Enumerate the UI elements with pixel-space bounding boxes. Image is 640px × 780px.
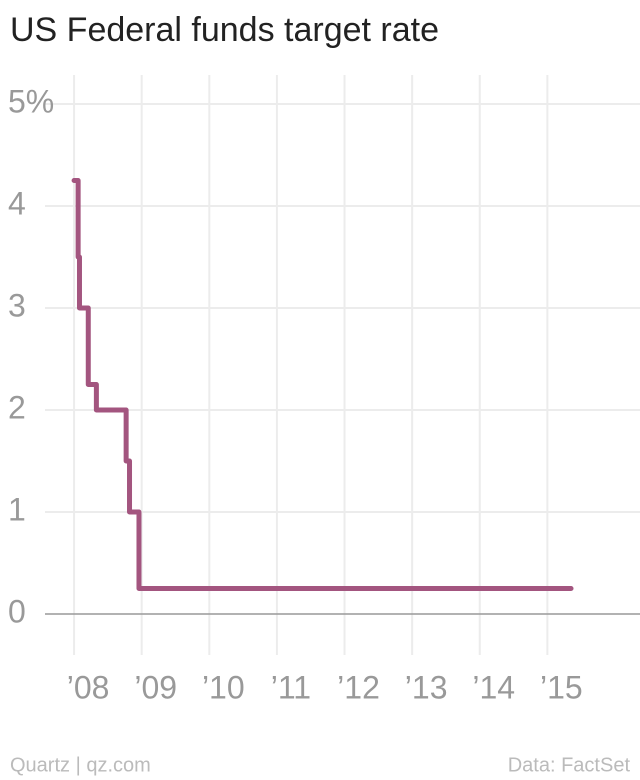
source-left: Quartz | qz.com (10, 754, 151, 776)
y-tick-label: 5% (8, 83, 54, 119)
x-tick-label: ’14 (472, 669, 515, 705)
y-tick-label: 2 (8, 389, 26, 425)
source-right: Data: FactSet (508, 754, 631, 776)
step-line (71, 178, 574, 591)
x-tick-label: ’12 (337, 669, 380, 705)
y-tick-label: 3 (8, 287, 26, 323)
x-tick-label: ’11 (271, 669, 311, 705)
x-tick-label: ’10 (202, 669, 245, 705)
chart-title: US Federal funds target rate (10, 11, 439, 49)
x-tick-label: ’09 (134, 669, 177, 705)
x-tick-label: ’08 (67, 669, 110, 705)
y-tick-label: 1 (8, 491, 26, 527)
y-tick-label: 0 (8, 593, 26, 629)
x-tick-label: ’13 (405, 669, 448, 705)
x-tick-label: ’15 (540, 669, 583, 705)
y-tick-label: 4 (8, 185, 26, 221)
